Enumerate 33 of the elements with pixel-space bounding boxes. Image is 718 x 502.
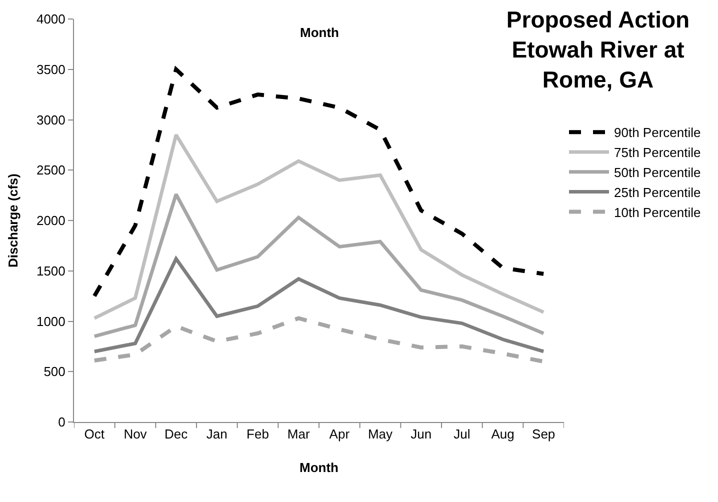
x-tick-label: Apr	[329, 426, 350, 442]
y-tick-label: 1000	[36, 314, 66, 329]
legend-label: 75th Percentile	[614, 145, 701, 160]
x-tick-label: May	[368, 426, 394, 442]
legend-label: 10th Percentile	[614, 204, 701, 220]
x-axis-title: Month	[300, 460, 339, 476]
x-tick-label: Jan	[206, 426, 228, 442]
y-tick-label: 2500	[36, 162, 66, 178]
line-series	[92, 192, 546, 338]
y-tick-label: 4000	[36, 12, 66, 27]
y-axis-title: Discharge (cfs)	[5, 174, 20, 268]
x-tick-label: Dec	[164, 426, 188, 442]
y-tick-label: 500	[44, 364, 66, 380]
legend-label: 25th Percentile	[614, 184, 701, 200]
y-tick-label: 3000	[36, 112, 66, 128]
annotation: Month	[300, 25, 340, 40]
x-tick-label: Oct	[84, 426, 105, 442]
line-series	[92, 133, 546, 320]
y-tick-label: 3500	[36, 62, 66, 77]
x-tick-label: Mar	[287, 426, 310, 442]
x-tick-label: Nov	[124, 426, 148, 442]
x-tick-label: Jun	[410, 426, 432, 442]
legend-label: 90th Percentile	[614, 125, 701, 140]
y-tick-label: 2000	[36, 213, 66, 228]
x-tick-label: Sep	[532, 426, 556, 442]
legend-label: 50th Percentile	[614, 164, 701, 180]
x-tick-label: Aug	[491, 426, 514, 442]
line-series	[92, 257, 546, 354]
y-tick-label: 0	[58, 414, 66, 430]
x-tick-label: Feb	[246, 426, 269, 442]
text: Proposed Action Etowah River at Rome, GA	[506, 6, 690, 92]
y-tick-label: 1500	[36, 263, 66, 278]
x-tick-label: Jul	[454, 426, 470, 442]
